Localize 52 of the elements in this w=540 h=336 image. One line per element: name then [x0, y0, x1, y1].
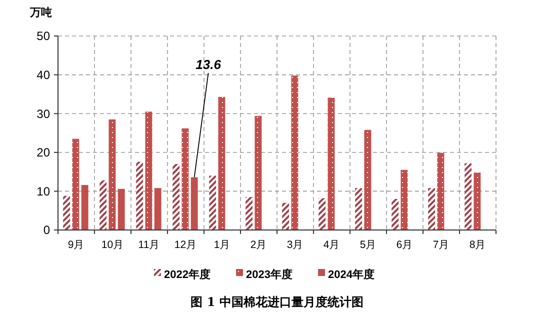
bar — [254, 116, 262, 230]
x-tick-label: 6月 — [396, 239, 414, 251]
x-tick-label: 12月 — [174, 239, 198, 251]
x-tick-label: 9月 — [68, 239, 85, 251]
x-tick-label: 8月 — [469, 239, 486, 251]
bar — [328, 98, 335, 230]
legend-label: 2023年度 — [246, 268, 292, 281]
bar — [63, 196, 70, 230]
bar — [246, 197, 253, 230]
bar — [282, 202, 290, 230]
bar — [364, 130, 372, 230]
bar — [154, 188, 162, 230]
y-tick-label: 10 — [36, 184, 50, 198]
bar — [182, 128, 189, 230]
y-tick-label: 30 — [36, 106, 50, 121]
y-tick-label: 40 — [36, 68, 50, 82]
bar — [355, 188, 362, 230]
bar — [100, 180, 107, 230]
data-label: 13.6 — [196, 57, 222, 72]
x-tick-label: 4月 — [323, 239, 340, 251]
bar — [81, 184, 88, 230]
x-tick-label: 11月 — [138, 239, 160, 251]
bar — [428, 188, 436, 230]
bar — [437, 152, 444, 230]
bar — [145, 112, 152, 230]
x-tick-label: 10月 — [101, 239, 124, 251]
bar — [392, 198, 399, 230]
bar — [190, 177, 198, 230]
y-tick-label: 50 — [36, 29, 50, 44]
bar — [218, 96, 226, 230]
x-tick-label: 5月 — [360, 239, 377, 251]
bar — [474, 172, 481, 230]
bar — [72, 138, 80, 230]
bar — [291, 76, 298, 230]
y-tick-label: 20 — [36, 146, 50, 160]
legend-label: 2024年度 — [328, 268, 374, 281]
bar — [209, 176, 216, 230]
x-tick-label: 1月 — [214, 239, 231, 251]
y-tick-label: 0 — [43, 223, 50, 238]
bar — [108, 119, 116, 230]
text: 图 1 中国棉花进口量月度统计图 — [190, 295, 364, 309]
x-tick-label: 3月 — [286, 239, 304, 251]
bar — [118, 188, 125, 230]
bar — [464, 163, 472, 230]
x-tick-label: 2月 — [250, 239, 268, 251]
y-axis-title: 万吨 — [29, 6, 52, 19]
x-tick-label: 7月 — [432, 239, 450, 251]
bar — [318, 198, 326, 230]
bar — [136, 162, 144, 230]
legend-label: 2022年度 — [164, 268, 210, 281]
bar — [172, 164, 180, 230]
bar — [400, 170, 408, 230]
